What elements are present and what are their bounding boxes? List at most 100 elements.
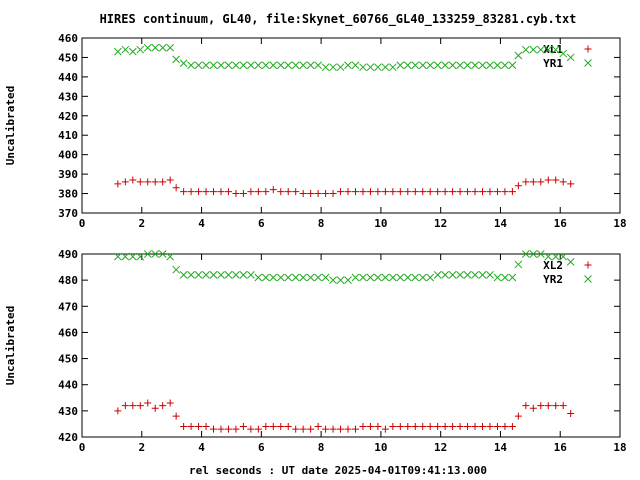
data-point-yr2 — [521, 250, 530, 258]
data-point-yr1 — [381, 63, 390, 72]
data-point-yr1 — [136, 45, 145, 54]
data-point-yr1 — [224, 61, 233, 70]
data-point-yr1 — [254, 61, 263, 70]
data-point-xl2 — [514, 412, 522, 420]
data-point-yr2 — [359, 273, 367, 282]
data-point-yr2 — [551, 252, 560, 261]
x-tick-label: 8 — [318, 441, 325, 454]
data-point-yr2 — [508, 273, 517, 282]
legend-marker-yr1 — [584, 59, 592, 67]
data-point-yr1 — [388, 63, 397, 72]
data-point-xl1 — [284, 188, 292, 196]
data-point-yr2 — [114, 252, 122, 261]
data-point-xl1 — [501, 188, 509, 196]
data-point-yr2 — [306, 273, 315, 282]
data-point-yr1 — [551, 45, 560, 54]
data-point-yr2 — [239, 271, 248, 279]
data-point-yr1 — [232, 61, 240, 70]
data-point-yr2 — [501, 273, 509, 282]
data-point-yr1 — [544, 45, 553, 54]
data-point-xl1 — [299, 190, 307, 198]
data-point-xl1 — [493, 188, 501, 196]
data-point-yr1 — [158, 43, 167, 52]
data-point-xl2 — [210, 425, 218, 433]
data-point-yr1 — [306, 61, 315, 70]
data-point-xl1 — [307, 190, 315, 198]
data-point-xl2 — [464, 423, 472, 431]
data-point-yr1 — [351, 61, 360, 70]
data-point-xl1 — [508, 188, 516, 196]
data-point-xl2 — [224, 425, 232, 433]
data-point-xl2 — [449, 423, 457, 431]
data-point-xl2 — [529, 404, 537, 412]
data-point-yr2 — [247, 271, 255, 279]
x-tick-label: 2 — [138, 441, 145, 454]
data-point-yr2 — [448, 271, 457, 279]
data-point-xl2 — [292, 425, 300, 433]
y-tick-label: 400 — [58, 149, 78, 162]
data-point-yr2 — [559, 252, 568, 261]
data-point-yr1 — [433, 61, 442, 70]
data-point-yr1 — [329, 63, 337, 72]
data-point-xl2 — [262, 423, 270, 431]
data-point-xl2 — [284, 423, 292, 431]
data-point-xl1 — [144, 178, 152, 186]
x-tick-label: 2 — [138, 217, 145, 230]
data-point-xl1 — [404, 188, 412, 196]
data-point-xl1 — [337, 188, 345, 196]
data-point-yr1 — [521, 45, 530, 54]
data-point-yr2 — [158, 250, 167, 258]
data-point-xl2 — [486, 423, 494, 431]
data-point-xl1 — [254, 188, 262, 196]
data-point-xl2 — [471, 423, 479, 431]
data-point-yr2 — [166, 252, 175, 261]
data-point-yr1 — [448, 61, 457, 70]
data-point-yr1 — [314, 61, 322, 70]
panel-bottom: 0 2 4 6 8 10 12 14 16 18 420 430 440 450 460 470 480 490 U… — [4, 248, 627, 454]
data-point-xl2 — [508, 423, 516, 431]
data-point-yr2 — [314, 273, 322, 282]
data-point-yr1 — [247, 61, 255, 70]
x-axis-label: rel seconds : UT date 2025-04-01T09:41:1… — [189, 464, 487, 477]
data-point-xl2 — [277, 423, 285, 431]
data-point-yr2 — [224, 271, 233, 279]
y-tick-label: 380 — [58, 188, 78, 201]
data-point-yr1 — [284, 61, 293, 70]
data-point-yr2 — [291, 273, 300, 282]
data-point-yr2 — [396, 273, 405, 282]
data-point-yr2 — [381, 273, 390, 282]
data-point-xl2 — [419, 423, 427, 431]
data-point-yr1 — [471, 61, 479, 70]
plot-frame — [81, 253, 621, 438]
data-point-yr1 — [374, 63, 382, 72]
data-point-xl1 — [486, 188, 494, 196]
data-point-yr2 — [478, 271, 487, 279]
data-point-xl2 — [217, 425, 225, 433]
data-point-xl1 — [441, 188, 449, 196]
data-point-yr1 — [508, 61, 517, 70]
data-point-yr1 — [276, 61, 285, 70]
chart-title: HIRES continuum, GL40, file:Skynet_60766… — [100, 12, 577, 27]
data-point-xl1 — [217, 188, 225, 196]
data-point-xl1 — [159, 178, 167, 186]
data-point-xl1 — [210, 188, 218, 196]
data-point-xl1 — [314, 190, 322, 198]
data-point-xl1 — [359, 188, 367, 196]
data-point-xl2 — [493, 423, 501, 431]
x-tick-label: 8 — [318, 217, 325, 230]
data-point-xl2 — [239, 423, 247, 431]
data-point-xl1 — [180, 188, 188, 196]
y-tick-label: 410 — [58, 129, 78, 142]
data-point-yr2 — [388, 273, 397, 282]
data-point-xl2 — [187, 423, 195, 431]
data-point-yr2 — [202, 271, 210, 279]
data-point-yr1 — [261, 61, 270, 70]
x-tick-label: 18 — [613, 441, 626, 454]
data-point-yr2 — [566, 257, 575, 266]
data-point-yr1 — [501, 61, 509, 70]
data-point-yr2 — [217, 271, 225, 279]
data-point-yr2 — [136, 252, 145, 261]
data-point-yr2 — [529, 250, 538, 258]
data-point-yr1 — [194, 61, 203, 70]
